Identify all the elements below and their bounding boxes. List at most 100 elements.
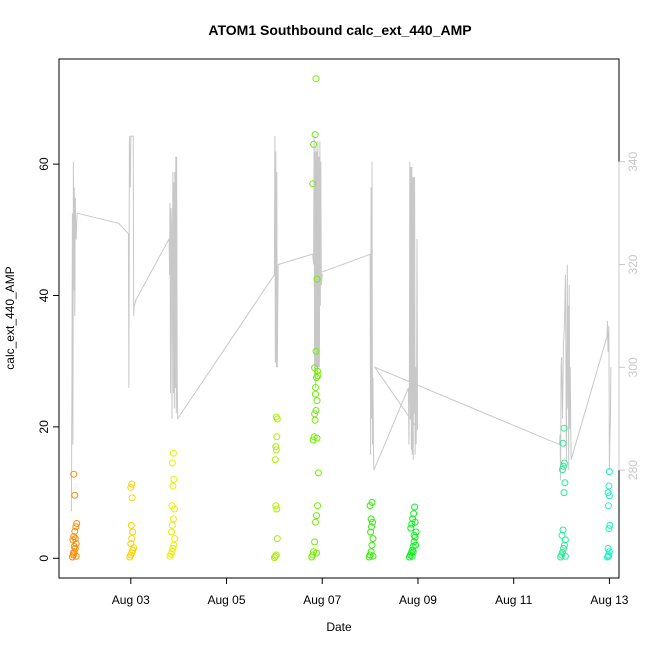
y2-tick-label: 280 [626,460,640,480]
data-point [72,552,80,560]
data-point [559,439,567,447]
y-tick-label: 20 [37,420,51,434]
data-point [604,489,612,497]
data-point [605,548,613,556]
data-point [311,416,319,424]
data-point [273,433,281,441]
data-point [128,494,136,502]
data-point [128,535,136,543]
data-point [170,476,178,483]
series-group [68,470,81,561]
data-point [604,544,612,552]
data-point [314,372,322,380]
data-point [561,552,569,560]
points-layer [68,75,614,562]
data-point [366,502,374,510]
data-point [605,492,613,500]
data-point [309,551,317,559]
data-point [171,535,179,543]
data-point [272,446,280,454]
data-point [606,521,614,529]
data-point [312,390,319,398]
data-point [560,541,568,549]
series-group [405,503,420,561]
data-point [605,525,613,533]
overlay-line [70,135,612,512]
x-tick-label: Aug 13 [590,593,628,607]
data-point [313,549,320,557]
data-point [313,397,321,405]
x-tick-label: Aug 03 [112,593,150,607]
data-point [272,551,280,559]
data-point [369,552,377,560]
data-point [367,548,375,556]
data-point [311,538,319,546]
y-tick-label: 0 [37,555,51,562]
data-point [313,512,320,520]
data-point [412,541,420,549]
data-point [560,459,568,467]
data-point [313,374,320,382]
series-group [166,449,179,560]
data-point [559,466,566,474]
data-point [271,456,279,464]
data-point [313,275,321,283]
series-group [604,468,614,561]
data-point [70,548,78,556]
data-point [72,523,80,531]
series-group [365,498,377,561]
chart-title: ATOM1 Southbound calc_ext_440_AMP [208,22,471,38]
y2-tick-label: 340 [626,151,640,171]
data-point [407,524,415,532]
data-point [410,510,418,518]
data-point [559,526,567,534]
data-point [71,527,79,535]
data-point [168,548,176,556]
data-point [408,552,416,560]
data-point [411,503,419,511]
data-point [169,449,177,457]
data-point [314,502,321,510]
data-point [312,518,319,526]
data-point [560,489,568,497]
data-point [311,410,319,418]
data-point [273,415,281,423]
data-point [127,521,135,529]
data-point [128,480,136,488]
data-point [410,531,418,539]
data-point [367,528,375,536]
x-axis: Aug 03 Aug 05 Aug 07 Aug 09 Aug 11 Aug 13 [112,577,629,607]
data-point [312,384,319,391]
data-point [70,470,78,478]
data-point [168,502,176,510]
data-point [169,544,177,552]
data-point [273,505,281,513]
y2-tick-label: 300 [626,357,640,377]
series-group [270,413,281,562]
data-point [368,523,375,531]
data-point [367,515,375,523]
data-point [314,469,322,477]
data-point [170,541,178,549]
data-point [309,436,317,444]
data-point [605,552,612,560]
data-point [168,521,176,529]
x-axis-label: Date [326,620,352,634]
y-axis: 0 20 40 60 [37,157,60,562]
series-group [126,480,138,561]
data-point [168,528,175,536]
data-point [169,482,177,490]
data-point [71,491,79,499]
data-point [168,459,176,467]
data-point [313,434,321,442]
data-point [127,540,135,548]
data-point [70,533,78,541]
y2-axis: 280 300 320 340 [618,151,640,480]
x-tick-label: Aug 11 [495,593,532,607]
x-tick-label: Aug 05 [207,593,245,607]
data-point [411,518,419,526]
data-point [73,520,81,527]
data-point [560,424,568,432]
data-point [127,483,135,491]
